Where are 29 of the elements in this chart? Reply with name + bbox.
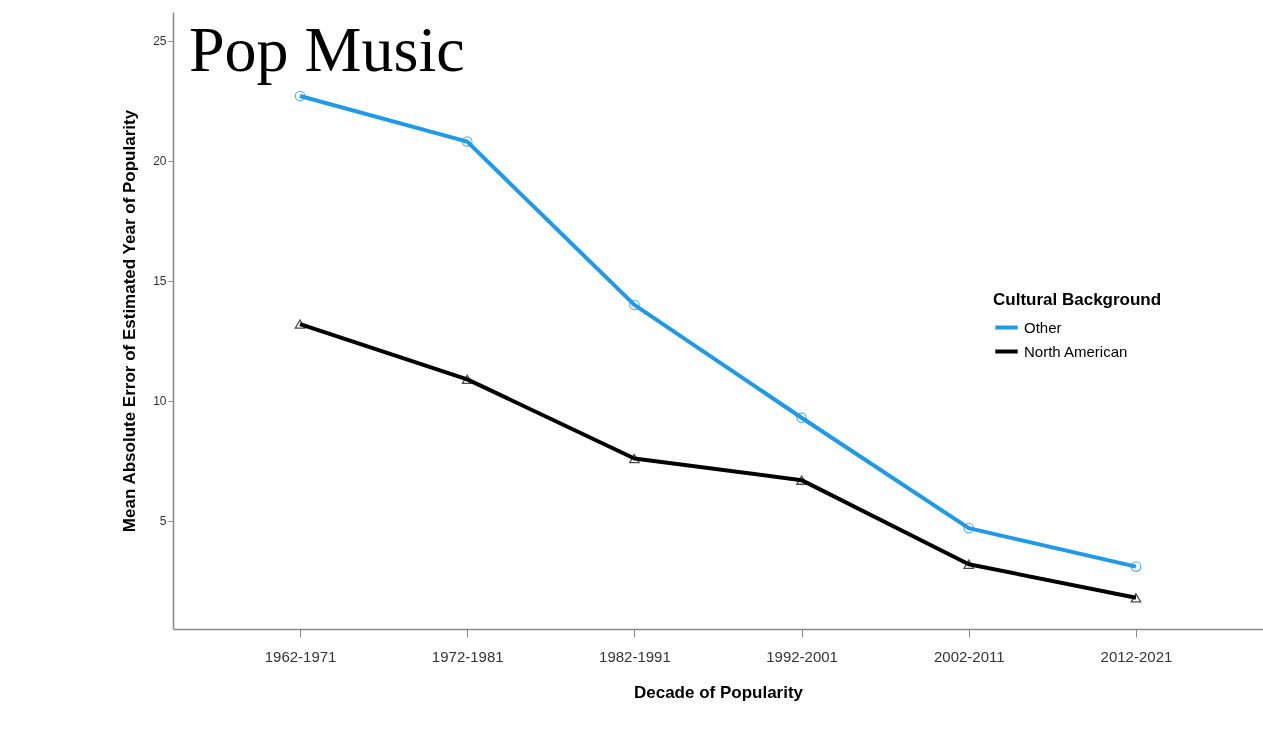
legend-title: Cultural Background xyxy=(993,290,1162,309)
point xyxy=(1130,561,1142,572)
x-tick-label: 1972-1981 xyxy=(431,647,504,665)
y-tick-label: 15 xyxy=(153,274,167,289)
x-tick-label: 1962-1971 xyxy=(264,647,337,665)
x-tick-label: 1982-1991 xyxy=(599,647,671,665)
y-axis-title: Mean Absolute Error of Estimated Year of Popularity xyxy=(120,109,140,533)
legend-label: North American xyxy=(1024,342,1128,360)
x-axis-title: Decade of Popularity xyxy=(633,682,804,702)
point xyxy=(294,90,306,102)
point xyxy=(963,522,975,534)
chart-title: Pop Music xyxy=(189,14,465,85)
point xyxy=(1130,593,1142,603)
point xyxy=(796,475,807,485)
point xyxy=(461,136,473,148)
point xyxy=(629,453,640,464)
x-tick-label: 1992-2001 xyxy=(766,647,838,665)
y-tick-label: 20 xyxy=(153,154,167,169)
point xyxy=(796,412,807,424)
point xyxy=(294,319,306,329)
y-tick-label: 5 xyxy=(159,514,167,529)
point xyxy=(963,559,975,569)
legend-label: Other xyxy=(1024,318,1062,336)
point xyxy=(461,374,473,385)
point xyxy=(629,299,640,311)
x-tick-label: 2002-2011 xyxy=(933,647,1005,665)
y-tick-label: 25 xyxy=(153,34,167,49)
x-tick-label: 2012-2021 xyxy=(1100,647,1173,665)
y-tick-label: 10 xyxy=(153,394,167,409)
